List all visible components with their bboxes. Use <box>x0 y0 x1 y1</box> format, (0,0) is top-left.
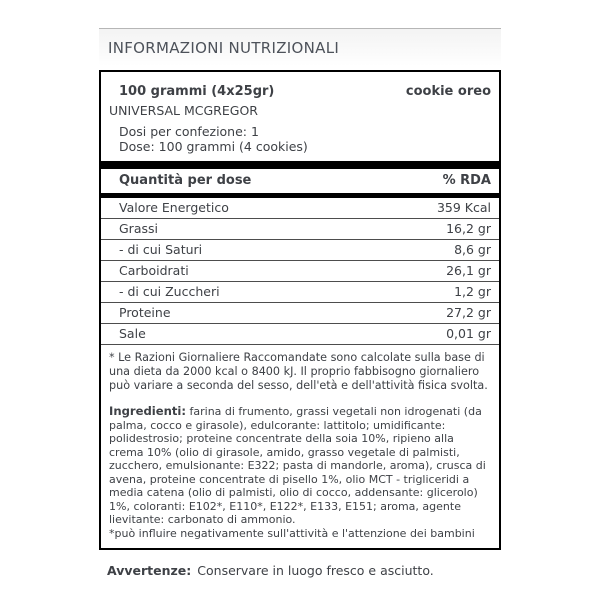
nutrition-facts-box: 100 grammi (4x25gr) cookie oreo UNIVERSA… <box>99 70 501 550</box>
section-header: INFORMAZIONI NUTRIZIONALI <box>99 28 501 66</box>
table-row: - di cui Zuccheri 1,2 gr <box>101 282 499 303</box>
nutrient-name: Sale <box>119 326 146 341</box>
nutrient-value: 16,2 gr <box>446 221 491 236</box>
table-row: Proteine 27,2 gr <box>101 303 499 324</box>
nutrition-table: Valore Energetico 359 Kcal Grassi 16,2 g… <box>101 198 499 345</box>
ingredients-label: Ingredienti: <box>109 404 186 418</box>
nutrient-name: Grassi <box>119 221 158 236</box>
table-row: Sale 0,01 gr <box>101 324 499 345</box>
colorants-warning-note: *può influire negativamente sull'attivit… <box>109 526 475 540</box>
dose-info: Dosi per confezione: 1 Dose: 100 grammi … <box>109 124 491 154</box>
nutrient-name: Valore Energetico <box>119 200 229 215</box>
nutrient-value: 27,2 gr <box>446 305 491 320</box>
table-row: Valore Energetico 359 Kcal <box>101 198 499 219</box>
nutrient-name: Proteine <box>119 305 171 320</box>
brand-name: UNIVERSAL MCGREGOR <box>109 103 258 118</box>
flavor-name: cookie oreo <box>405 84 491 99</box>
dose-line: Dose: 100 grammi (4 cookies) <box>119 139 308 154</box>
warnings-label: Avvertenze: <box>107 563 192 578</box>
nutrient-value: 26,1 gr <box>446 263 491 278</box>
ingredients-paragraph: Ingredienti: farina di frumento, grassi … <box>101 395 499 527</box>
table-row: Grassi 16,2 gr <box>101 219 499 240</box>
divider-thick-bar <box>101 161 499 169</box>
table-row: Carboidrati 26,1 gr <box>101 261 499 282</box>
nutrient-value: 359 Kcal <box>436 200 491 215</box>
warnings-line: Avvertenze: Conservare in luogo fresco e… <box>99 563 501 578</box>
serving-size: 100 grammi (4x25gr) <box>119 84 275 99</box>
servings-per-pack: Dosi per confezione: 1 <box>119 124 259 139</box>
nutrition-label-page: INFORMAZIONI NUTRIZIONALI 100 grammi (4x… <box>99 28 501 578</box>
ingredients-text: farina di frumento, grassi vegetali non … <box>109 405 486 526</box>
product-info-section: 100 grammi (4x25gr) cookie oreo UNIVERSA… <box>101 72 499 158</box>
nutrient-value: 8,6 gr <box>454 242 491 257</box>
table-header-rda: % RDA <box>442 173 491 188</box>
rda-footnote: * Le Razioni Giornaliere Raccomandate so… <box>109 351 488 392</box>
nutrient-name: - di cui Saturi <box>119 242 203 257</box>
nutrient-value: 0,01 gr <box>446 326 491 341</box>
page-title: INFORMAZIONI NUTRIZIONALI <box>108 38 340 57</box>
nutrient-name: Carboidrati <box>119 263 189 278</box>
serving-line: 100 grammi (4x25gr) cookie oreo <box>109 81 491 100</box>
table-header-row: Quantità per dose % RDA <box>101 169 499 193</box>
warnings-text: Conservare in luogo fresco e asciutto. <box>197 563 434 578</box>
table-header-quantity: Quantità per dose <box>119 173 252 188</box>
table-row: - di cui Saturi 8,6 gr <box>101 240 499 261</box>
nutrient-value: 1,2 gr <box>454 284 491 299</box>
divider-medium-bar <box>101 193 499 198</box>
nutrient-name: - di cui Zuccheri <box>119 284 220 299</box>
